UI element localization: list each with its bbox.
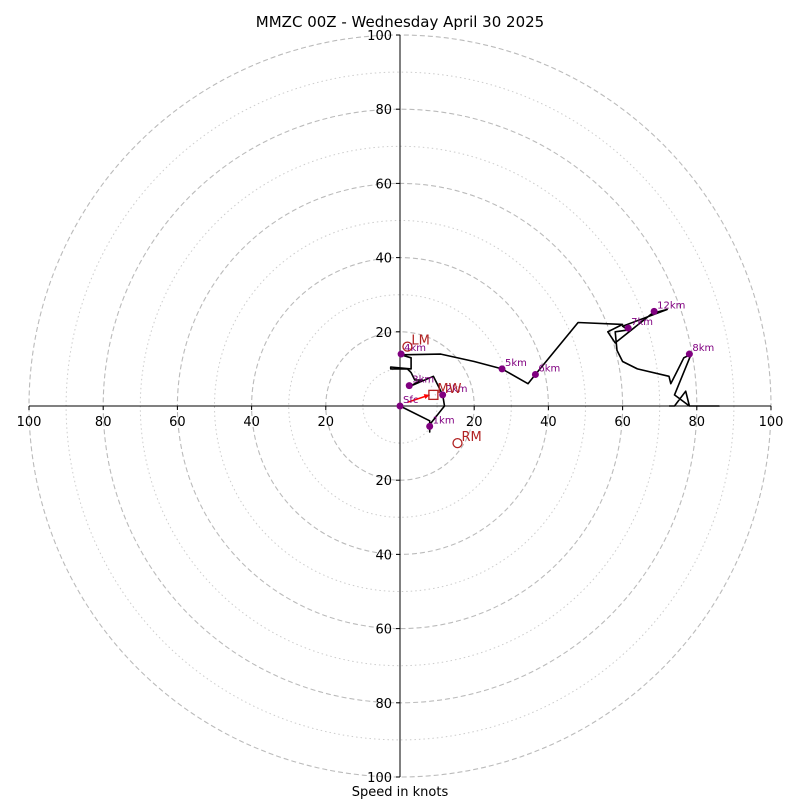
height-marker-8km xyxy=(685,350,693,358)
tick-label: 80 xyxy=(689,415,706,430)
height-marker-5km xyxy=(498,365,506,373)
storm-motion-mw-label: MW xyxy=(437,382,461,397)
tick-label: 100 xyxy=(17,415,42,430)
x-axis-label: Speed in knots xyxy=(352,785,449,800)
tick-label: 80 xyxy=(375,697,392,712)
height-label-4km: 4km xyxy=(404,343,426,354)
storm-motion-lm-label: LM xyxy=(411,334,429,349)
chart-title: MMZC 00Z - Wednesday April 30 2025 xyxy=(256,13,544,31)
storm-motion-rm-marker xyxy=(452,437,463,449)
height-marker-1km xyxy=(426,422,434,430)
height-label-3km: 3km xyxy=(412,375,434,386)
height-label-sfc: Sfc xyxy=(403,395,418,406)
storm-motion-rm-label: RM xyxy=(462,430,482,445)
tick-label: 100 xyxy=(367,771,392,786)
tick-label: 60 xyxy=(375,623,392,638)
tick-labels: 100 80 60 40 20 20 40 60 80 100 20 40 60 80 100 20 40 60 8… xyxy=(17,29,784,786)
height-marker-4km xyxy=(397,350,405,358)
tick-label: 60 xyxy=(375,177,392,192)
tick-label: 20 xyxy=(466,415,483,430)
tick-label: 100 xyxy=(367,29,392,44)
tick-label: 20 xyxy=(375,326,392,341)
height-label-12km: 12km xyxy=(657,300,685,311)
height-marker-sfc xyxy=(396,402,404,410)
tick-label: 40 xyxy=(375,548,392,563)
height-marker-7km xyxy=(624,324,632,332)
tick-label: 80 xyxy=(95,415,112,430)
shear-vector-arrowhead xyxy=(423,394,430,400)
height-marker-6km xyxy=(531,370,539,378)
height-marker-3km xyxy=(405,382,413,390)
tick-label: 60 xyxy=(614,415,631,430)
height-marker-12km xyxy=(650,307,658,315)
height-label-8km: 8km xyxy=(692,343,714,354)
tick-label: 100 xyxy=(759,415,784,430)
tick-label: 40 xyxy=(243,415,260,430)
storm-motion-mw-marker xyxy=(428,389,439,401)
height-marker-2km xyxy=(439,391,447,399)
height-label-1km: 1km xyxy=(433,415,455,426)
tick-label: 20 xyxy=(318,415,335,430)
storm-motion-markers: LM RM MW xyxy=(402,334,482,449)
tick-label: 40 xyxy=(375,252,392,267)
tick-label: 60 xyxy=(169,415,186,430)
tick-label: 40 xyxy=(540,415,557,430)
height-label-7km: 7km xyxy=(631,317,653,328)
storm-motion-lm-marker xyxy=(402,341,413,352)
height-label-6km: 6km xyxy=(538,363,560,374)
tick-label: 20 xyxy=(375,474,392,489)
height-label-5km: 5km xyxy=(505,358,527,369)
height-markers: Sfc 1km 2km 3km 4km 5km 6km 7km 8km 12km xyxy=(396,300,714,430)
tick-label: 80 xyxy=(375,103,392,118)
height-label-2km: 2km xyxy=(446,384,468,395)
